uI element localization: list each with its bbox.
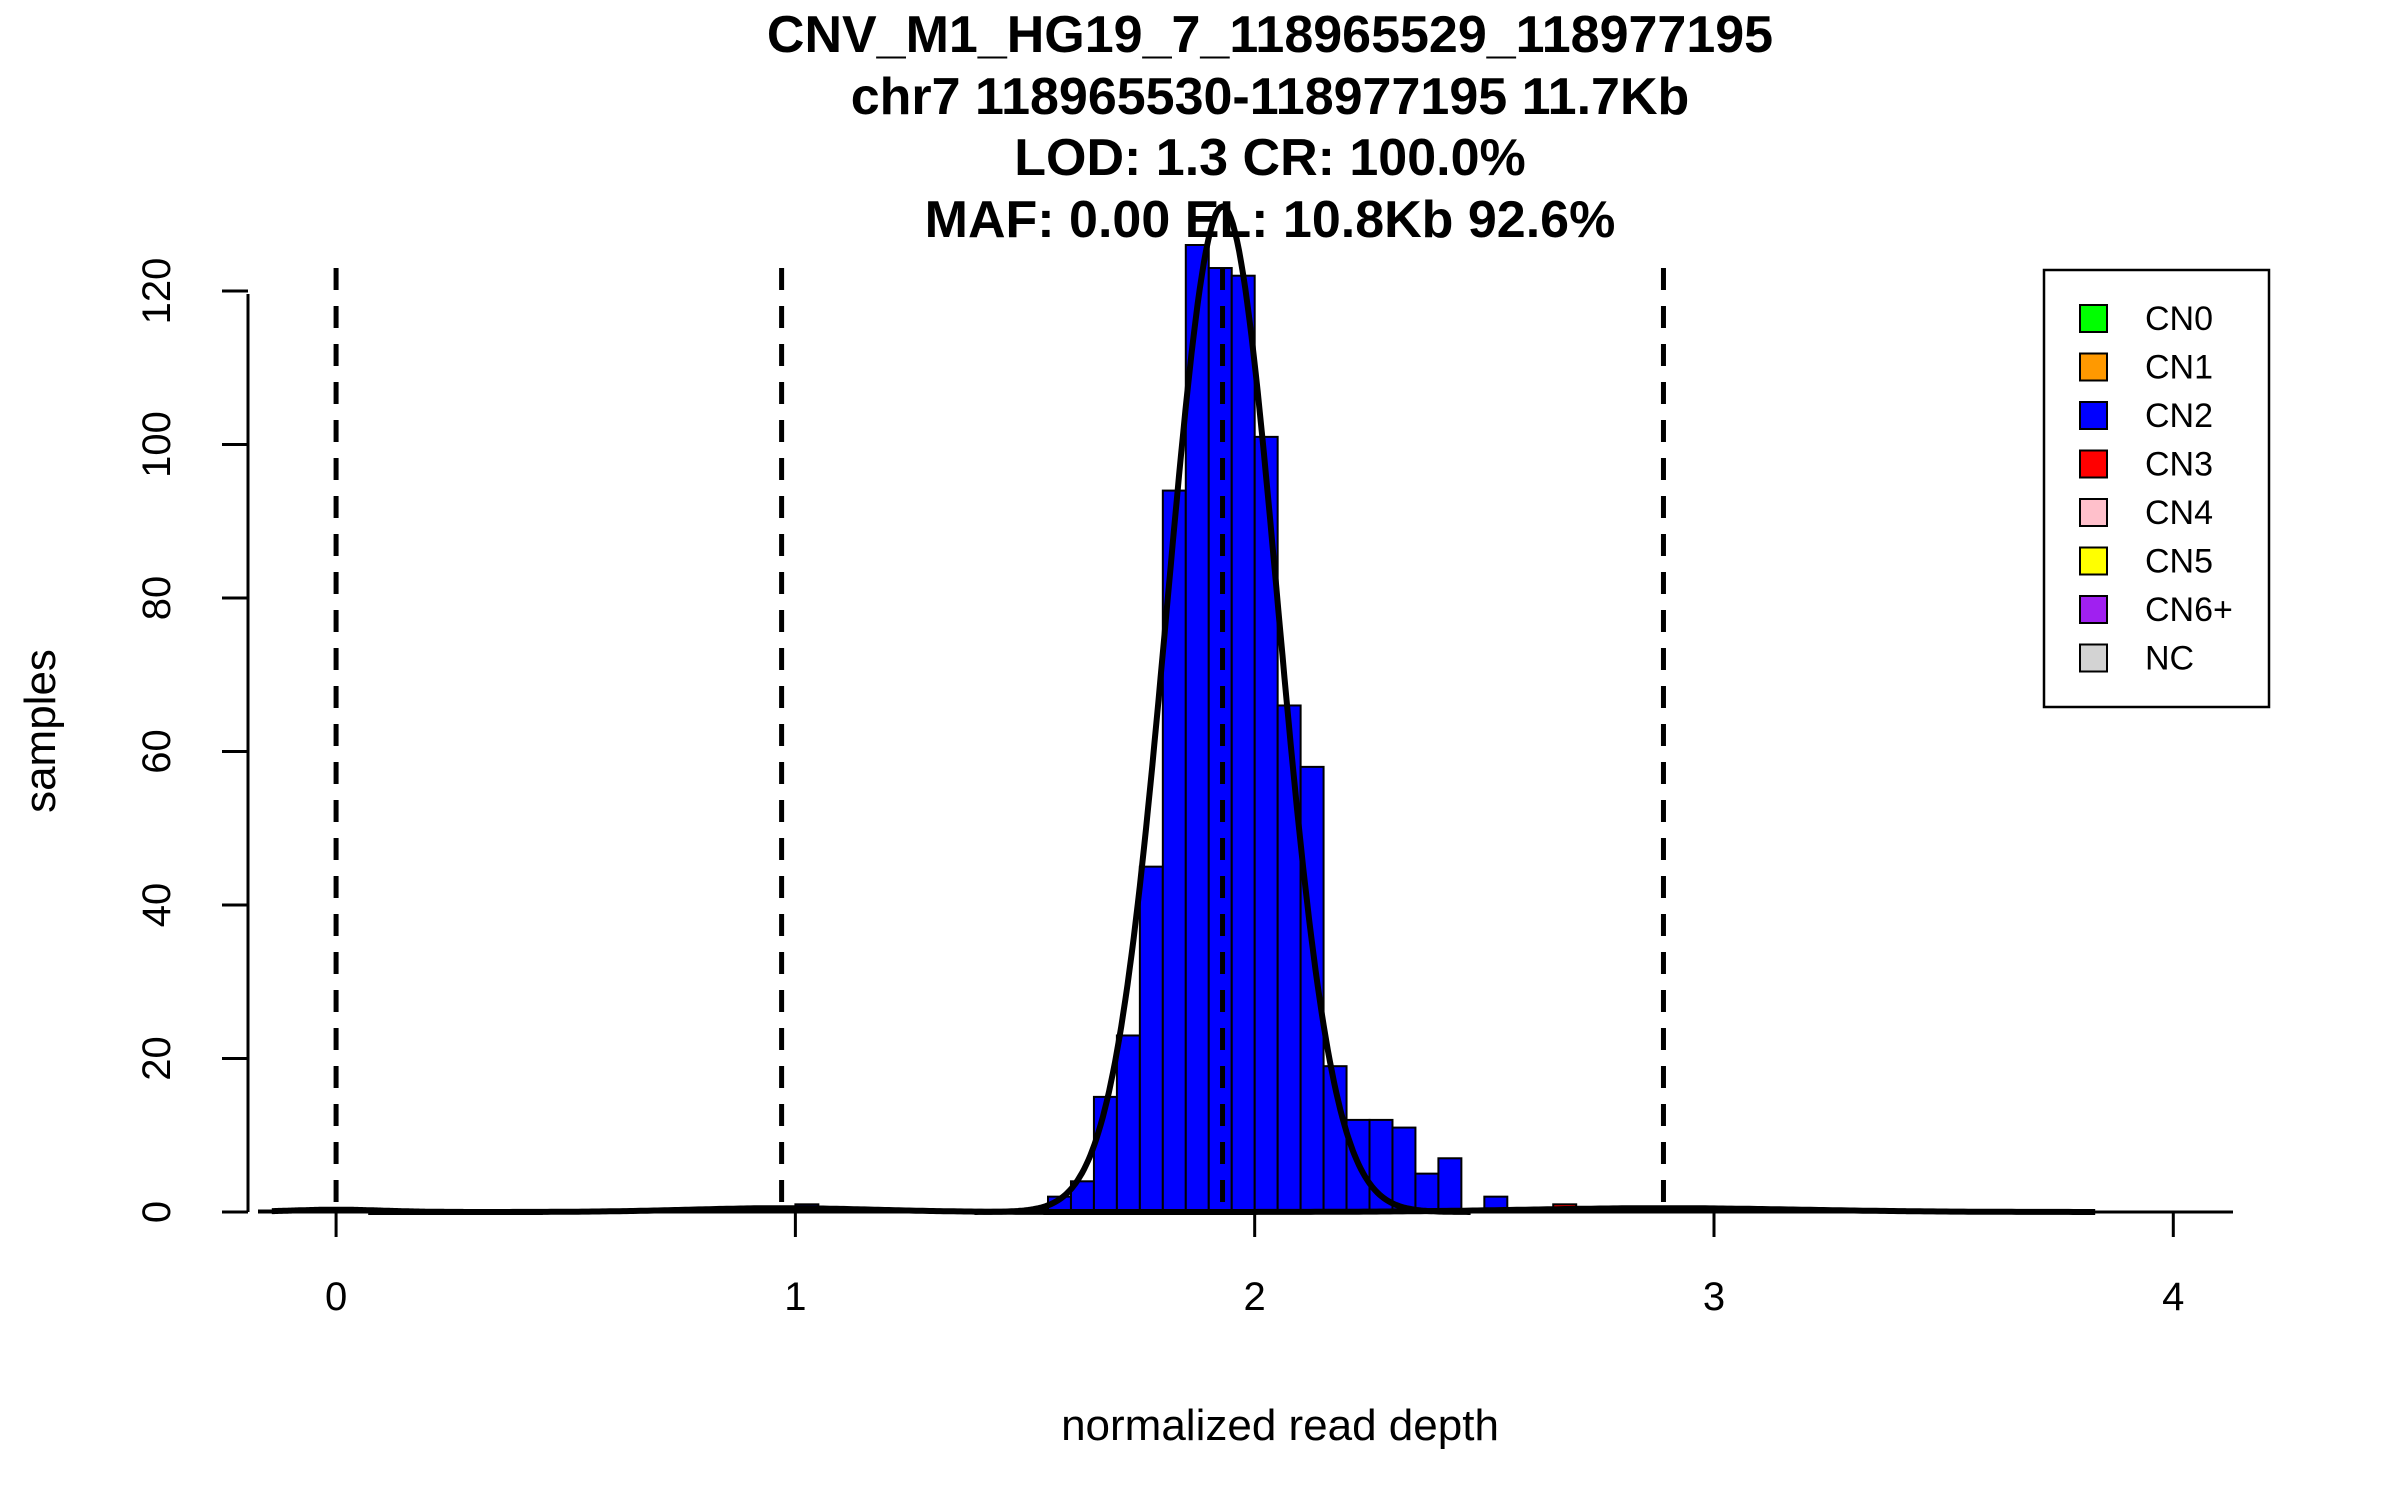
legend-label: CN6+ (2145, 591, 2233, 629)
histogram-bar (1230, 274, 1256, 1213)
histogram-bar (1414, 1172, 1440, 1213)
x-tick-label: 4 (2162, 1275, 2184, 1319)
histogram-bar (1138, 865, 1164, 1214)
legend-swatch (2079, 401, 2108, 430)
legend-swatch (2079, 352, 2108, 382)
x-tick-label: 1 (784, 1275, 806, 1319)
threshold-lines (333, 268, 1666, 1212)
legend-box (2042, 268, 2271, 709)
title-line-1: CNV_M1_HG19_7_118965529_118977195 (767, 6, 1773, 64)
histogram-bar (1115, 1034, 1141, 1213)
fit-curve-cn2 (974, 203, 1471, 1215)
legend-swatch (2079, 449, 2108, 479)
legend-label: CN3 (2145, 446, 2213, 484)
x-tick-label: 0 (325, 1275, 347, 1319)
y-axis: 0 20 40 60 80 100 120 (135, 258, 250, 1223)
y-tick-label: 100 (135, 411, 179, 478)
legend: CN0 CN1 CN2 CN3 CN4 CN5 CN6+ NC (2042, 268, 2271, 709)
legend-swatch (2079, 304, 2108, 333)
legend-label: CN1 (2145, 349, 2213, 387)
legend-swatch (2079, 546, 2108, 576)
x-axis: 0 1 2 3 4 (258, 1210, 2233, 1319)
x-axis-label: normalized read depth (1061, 1401, 1499, 1450)
legend-swatch (2079, 595, 2108, 624)
legend-label: CN5 (2145, 543, 2213, 581)
y-tick-label: 20 (135, 1036, 179, 1081)
histogram-bar (1437, 1157, 1463, 1214)
legend-label: CN4 (2145, 494, 2213, 532)
histogram-bar (1391, 1126, 1417, 1213)
legend-swatch (2079, 643, 2108, 673)
y-tick-label: 80 (135, 576, 179, 621)
y-tick-label: 60 (135, 729, 179, 774)
y-axis-label: samples (16, 649, 65, 813)
title-line-2: chr7 118965530-118977195 11.7Kb (851, 68, 1690, 126)
title-line-4: MAF: 0.00 EL: 10.8Kb 92.6% (925, 191, 1616, 249)
chart-title: CNV_M1_HG19_7_118965529_118977195 chr7 1… (767, 6, 1773, 249)
y-tick-label: 40 (135, 883, 179, 928)
y-tick-label: 0 (135, 1201, 179, 1223)
legend-label: CN2 (2145, 397, 2213, 435)
title-line-3: LOD: 1.3 CR: 100.0% (1014, 129, 1526, 187)
legend-label: CN0 (2145, 300, 2213, 338)
legend-swatch (2079, 498, 2108, 527)
x-tick-label: 3 (1703, 1275, 1725, 1319)
legend-label: NC (2145, 640, 2194, 678)
x-tick-label: 2 (1244, 1275, 1266, 1319)
y-tick-label: 120 (135, 258, 179, 325)
